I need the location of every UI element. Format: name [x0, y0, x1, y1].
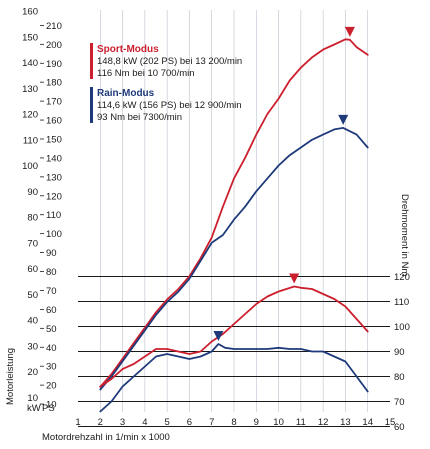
- x-tick-label-6: 6: [187, 417, 192, 428]
- x-tick-label-9: 9: [254, 417, 259, 428]
- kw-unit-label: kW: [27, 403, 41, 414]
- ps-tick-label-40: 40: [46, 343, 57, 354]
- legend-sport-title: Sport-Modus: [97, 44, 159, 55]
- ps-tick-label-20: 20: [46, 381, 57, 392]
- kw-tick-label-70: 70: [27, 238, 38, 249]
- legend-sport-line-1: 148,8 kW (202 PS) bei 13 200/min: [97, 56, 242, 67]
- legend-rain-title: Rain-Modus: [97, 88, 155, 99]
- ps-tick-label-90: 90: [46, 248, 57, 259]
- x-tick-label-14: 14: [362, 417, 373, 428]
- legend-rain-swatch: [90, 87, 93, 123]
- kw-tick-label-150: 150: [22, 32, 38, 43]
- kw-tick-label-160: 160: [22, 7, 38, 18]
- x-axis: 1 2 3 4 5 6 7 8 9 10 11 12 13 14 15: [75, 417, 395, 428]
- ps-tick-label-100: 100: [46, 229, 62, 240]
- x-tick-label-10: 10: [273, 417, 284, 428]
- marker-layer: [213, 26, 355, 341]
- kw-tick-label-90: 90: [27, 187, 38, 198]
- x-tick-label-2: 2: [98, 417, 103, 428]
- ps-tick-label-210: 210: [46, 21, 62, 32]
- ps-axis: 10 20 30 40 50 60 70 80 90 100 110 120 130 140 150 160 1…: [40, 21, 62, 411]
- ps-tick-label-150: 150: [46, 134, 62, 145]
- kw-tick-label-120: 120: [22, 110, 38, 121]
- kw-tick-label-130: 130: [22, 84, 38, 95]
- legend: Sport-Modus 148,8 kW (202 PS) bei 13 200…: [90, 43, 242, 123]
- legend-rain-line-1: 114,6 kW (156 PS) bei 12 900/min: [97, 100, 242, 111]
- x-tick-label-11: 11: [296, 417, 306, 428]
- kw-tick-label-110: 110: [23, 135, 38, 146]
- kw-tick-label-140: 140: [22, 58, 38, 69]
- x-tick-label-8: 8: [231, 417, 236, 428]
- ps-unit-label: PS: [42, 403, 55, 414]
- series-line-rain-power: [99, 127, 369, 391]
- nm-tick-label-80: 80: [394, 372, 405, 383]
- kw-tick-label-80: 80: [27, 213, 38, 224]
- series-line-sport-torque: [99, 285, 369, 388]
- x-tick-label-12: 12: [318, 417, 329, 428]
- kw-axis: 10 20 30 40 50 60 70 80 90 100 110 120 130 140 150 160: [22, 7, 38, 404]
- kw-tick-label-20: 20: [27, 367, 38, 378]
- kw-tick-label-50: 50: [27, 290, 38, 301]
- kw-tick-label-60: 60: [27, 264, 38, 275]
- x-tick-label-13: 13: [340, 417, 351, 428]
- series-layer: [99, 38, 369, 413]
- legend-sport-line-2: 116 Nm bei 10 700/min: [97, 68, 195, 79]
- vertical-grid: [99, 10, 369, 412]
- ps-tick-label-30: 30: [46, 362, 57, 373]
- ps-tick-label-70: 70: [46, 286, 57, 297]
- y-axis-left-label: Motorleistung: [5, 348, 16, 405]
- ps-tick-label-140: 140: [46, 153, 62, 164]
- peak-marker-sport-torque: [289, 273, 300, 284]
- series-line-rain-torque: [99, 343, 369, 413]
- nm-tick-label-120: 120: [394, 272, 410, 283]
- x-tick-label-7: 7: [209, 417, 214, 428]
- x-tick-label-5: 5: [164, 417, 169, 428]
- ps-tick-label-190: 190: [46, 59, 62, 70]
- x-tick-label-1: 1: [75, 417, 80, 428]
- ps-tick-label-50: 50: [46, 324, 57, 335]
- peak-marker-rain-power: [338, 114, 349, 125]
- nm-axis: 60 70 80 90 100 110 120: [394, 272, 410, 433]
- kw-tick-label-40: 40: [27, 316, 38, 327]
- nm-tick-label-100: 100: [394, 322, 410, 333]
- nm-tick-label-60: 60: [394, 422, 405, 433]
- ps-tick-label-110: 110: [46, 210, 61, 221]
- peak-marker-sport-power: [344, 26, 355, 37]
- legend-sport-swatch: [90, 43, 93, 79]
- x-tick-label-15: 15: [385, 417, 396, 428]
- nm-tick-label-90: 90: [394, 347, 405, 358]
- ps-tick-label-160: 160: [46, 116, 62, 127]
- legend-rain-line-2: 93 Nm bei 7300/min: [97, 112, 182, 123]
- ps-tick-label-180: 180: [46, 78, 62, 89]
- ps-tick-label-10: 10: [46, 400, 57, 411]
- nm-tick-label-70: 70: [394, 397, 405, 408]
- ps-tick-label-60: 60: [46, 305, 57, 316]
- x-tick-label-4: 4: [142, 417, 147, 428]
- x-axis-label: Motordrehzahl in 1/min x 1000: [42, 432, 170, 443]
- ps-tick-label-170: 170: [46, 97, 62, 108]
- kw-tick-label-100: 100: [22, 161, 38, 172]
- kw-tick-label-10: 10: [27, 393, 38, 404]
- series-line-sport-power: [99, 38, 369, 388]
- kw-tick-label-30: 30: [27, 341, 38, 352]
- x-tick-label-3: 3: [120, 417, 125, 428]
- y-axis-right-label: Drehmoment in Nm: [399, 194, 410, 276]
- ps-tick-label-80: 80: [46, 267, 57, 278]
- ps-tick-label-120: 120: [46, 191, 62, 202]
- ps-tick-label-200: 200: [46, 40, 62, 51]
- ps-tick-label-130: 130: [46, 172, 62, 183]
- nm-tick-label-110: 110: [394, 297, 409, 308]
- peak-marker-rain-torque: [213, 331, 224, 341]
